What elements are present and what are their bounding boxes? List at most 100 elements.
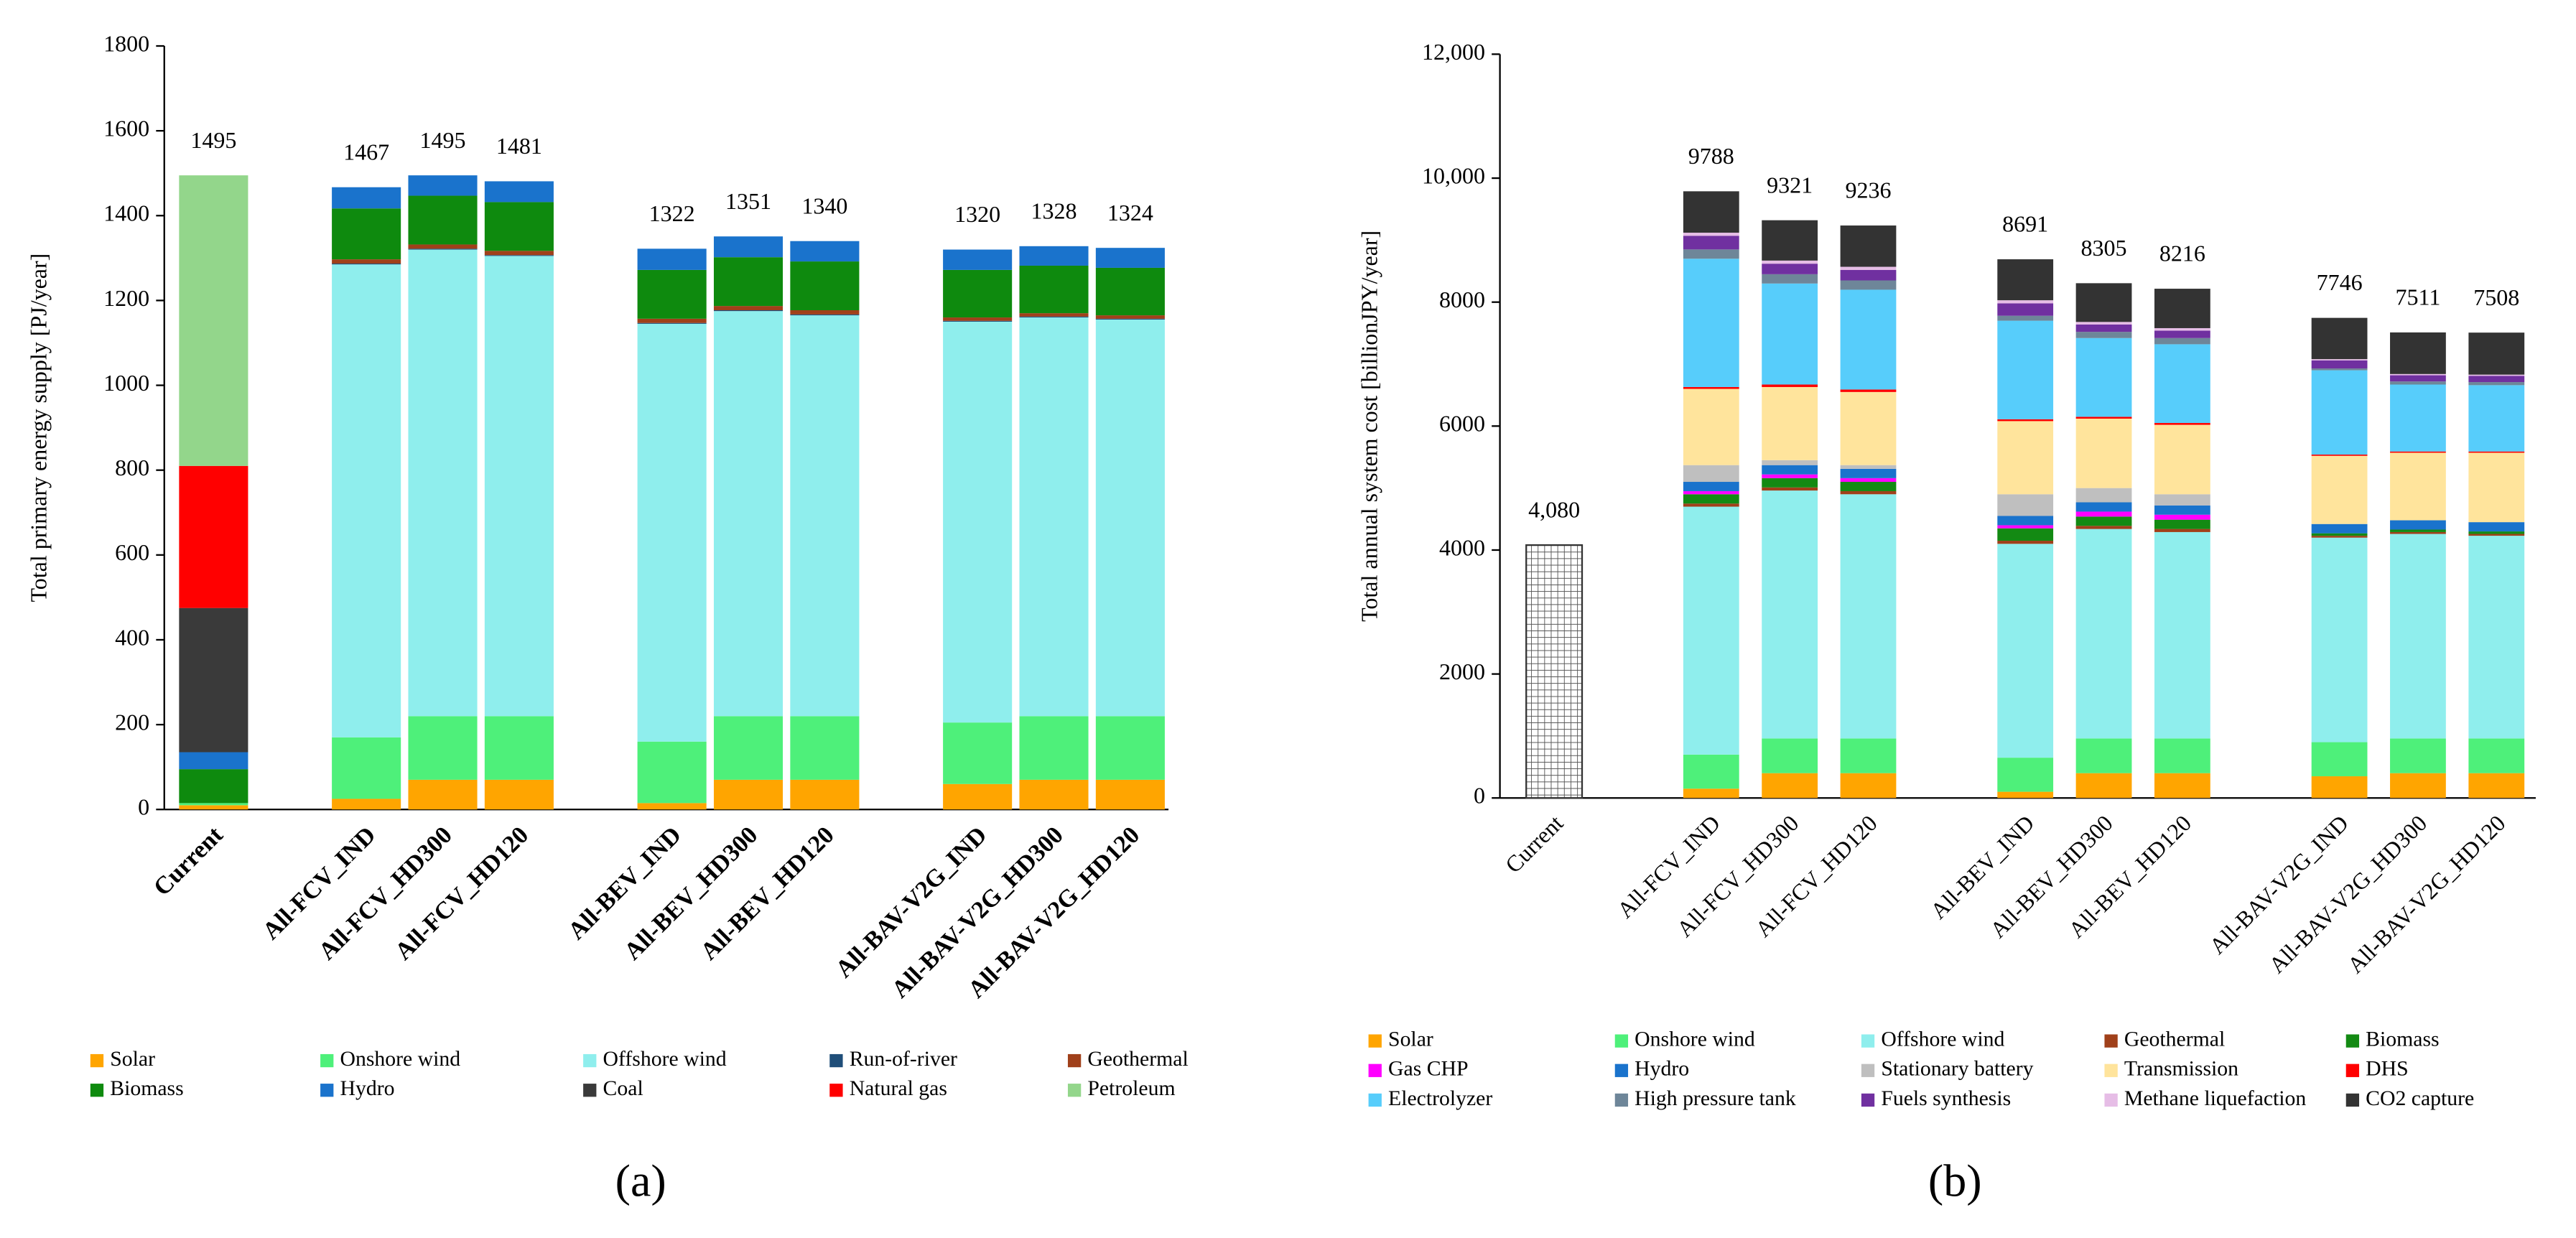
bar-segment bbox=[2075, 738, 2132, 773]
bar-segment bbox=[408, 195, 478, 245]
bar-segment bbox=[2154, 344, 2210, 424]
bar-segment bbox=[1840, 738, 1897, 773]
bar-segment bbox=[1019, 317, 1089, 717]
bar-segment bbox=[1683, 233, 1739, 236]
total-label: 8691 bbox=[2002, 211, 2048, 237]
bar-segment bbox=[2075, 511, 2132, 517]
bar-segment bbox=[2075, 516, 2132, 526]
bar-segment bbox=[1683, 465, 1739, 483]
legend-swatch bbox=[320, 1053, 334, 1068]
legend-swatch bbox=[2345, 1064, 2360, 1077]
legend-swatch bbox=[1614, 1034, 1629, 1048]
legend-label: Coal bbox=[603, 1077, 643, 1100]
legend-label: High pressure tank bbox=[1635, 1087, 1796, 1110]
bar-segment bbox=[2311, 368, 2368, 371]
y-tick-label: 2000 bbox=[1439, 658, 1485, 684]
bar-segment bbox=[1762, 274, 1818, 284]
bar-segment bbox=[484, 779, 554, 810]
bar-segment bbox=[637, 318, 707, 323]
legend-swatch bbox=[1861, 1093, 1875, 1107]
legend-label: Biomass bbox=[2366, 1028, 2439, 1051]
bar-segment bbox=[1762, 490, 1818, 739]
bar-segment bbox=[2390, 534, 2446, 739]
x-tick-label: All-BEV_HD300 bbox=[619, 822, 763, 966]
bar-segment bbox=[2468, 451, 2525, 453]
y-axis-label: Total annual system cost [billionJPY/yea… bbox=[1357, 231, 1382, 622]
y-tick-label: 1000 bbox=[103, 370, 149, 396]
bar-segment bbox=[943, 321, 1013, 723]
bar-segment bbox=[2390, 531, 2446, 534]
bar-segment bbox=[1997, 544, 2054, 758]
bar-segment bbox=[2390, 373, 2446, 376]
bar-segment bbox=[2311, 533, 2368, 536]
y-tick-label: 1200 bbox=[103, 285, 149, 311]
bar-segment bbox=[1840, 266, 1897, 270]
total-label: 1467 bbox=[343, 139, 389, 164]
bar-segment bbox=[1683, 490, 1739, 495]
bar-segment bbox=[1683, 388, 1739, 465]
legend-label: Methane liquefaction bbox=[2124, 1087, 2307, 1110]
bar-segment bbox=[2468, 738, 2525, 773]
bar-segment bbox=[713, 779, 784, 810]
bar-segment bbox=[2311, 360, 2368, 369]
y-tick-label: 200 bbox=[115, 709, 149, 735]
legend-swatch bbox=[90, 1053, 104, 1068]
bar-segment bbox=[2311, 317, 2368, 360]
bar-segment bbox=[2390, 451, 2446, 453]
legend-swatch bbox=[1368, 1093, 1382, 1107]
bar-segment bbox=[637, 269, 707, 319]
bar-segment bbox=[2390, 332, 2446, 374]
bar-segment bbox=[1095, 716, 1165, 780]
chart: 0 2000 4000 6000 8000 10,000 12,000 Total annua… bbox=[1357, 39, 2536, 1206]
bar-segment bbox=[2154, 514, 2210, 520]
y-tick-label: 12,000 bbox=[1422, 39, 1485, 65]
bar-segment bbox=[408, 249, 478, 717]
legend-swatch bbox=[90, 1084, 104, 1097]
bar-segment bbox=[1762, 460, 1818, 465]
legend-label: Fuels synthesis bbox=[1881, 1087, 2011, 1110]
bar-segment bbox=[1762, 386, 1818, 460]
bar-segment bbox=[2075, 338, 2132, 417]
bar-segment bbox=[2468, 382, 2525, 386]
bar-segment bbox=[1997, 421, 2054, 495]
x-tick-label: All-FCV_HD120 bbox=[390, 822, 534, 966]
legend-label: Solar bbox=[1388, 1028, 1433, 1051]
y-tick-label: 800 bbox=[115, 455, 149, 480]
bar-segment bbox=[484, 256, 554, 717]
legend-label: Gas CHP bbox=[1388, 1058, 1468, 1081]
bar-segment bbox=[2311, 742, 2368, 777]
bar-segment bbox=[332, 208, 401, 260]
bar-segment bbox=[1683, 249, 1739, 259]
legend-label: Offshore wind bbox=[1881, 1028, 2004, 1051]
legend-label: Onshore wind bbox=[340, 1048, 461, 1071]
bar-segment bbox=[2154, 327, 2210, 331]
legend-swatch bbox=[1067, 1084, 1082, 1097]
total-label: 1495 bbox=[420, 127, 466, 153]
bar-segment bbox=[637, 803, 707, 810]
bar-segment bbox=[1019, 779, 1089, 810]
bar-segment bbox=[713, 306, 784, 311]
bar-segment bbox=[1762, 487, 1818, 491]
bar-segment bbox=[1683, 503, 1739, 507]
legend-label: Hydro bbox=[340, 1077, 395, 1100]
legend-label: Offshore wind bbox=[603, 1048, 727, 1071]
bar-segment bbox=[179, 769, 248, 804]
bar-segment bbox=[2075, 418, 2132, 488]
y-tick-label: 0 bbox=[1474, 783, 1485, 809]
bar-segment bbox=[1019, 716, 1089, 780]
bar-segment bbox=[637, 322, 707, 324]
y-tick-label: 6000 bbox=[1439, 411, 1485, 437]
bar-segment bbox=[1683, 754, 1739, 789]
bar-segment bbox=[2311, 537, 2368, 743]
bar-segment bbox=[332, 799, 401, 810]
bar-segment bbox=[713, 311, 784, 717]
bar-segment bbox=[2468, 534, 2525, 536]
bar-segment bbox=[2154, 494, 2210, 506]
bar-segment bbox=[2390, 375, 2446, 382]
bar-segment bbox=[2390, 520, 2446, 530]
legend-swatch bbox=[583, 1053, 597, 1068]
bar-segment bbox=[2075, 529, 2132, 739]
bar-segment bbox=[1683, 482, 1739, 491]
bar-segment bbox=[790, 716, 860, 780]
legend-label: Geothermal bbox=[2124, 1028, 2225, 1051]
